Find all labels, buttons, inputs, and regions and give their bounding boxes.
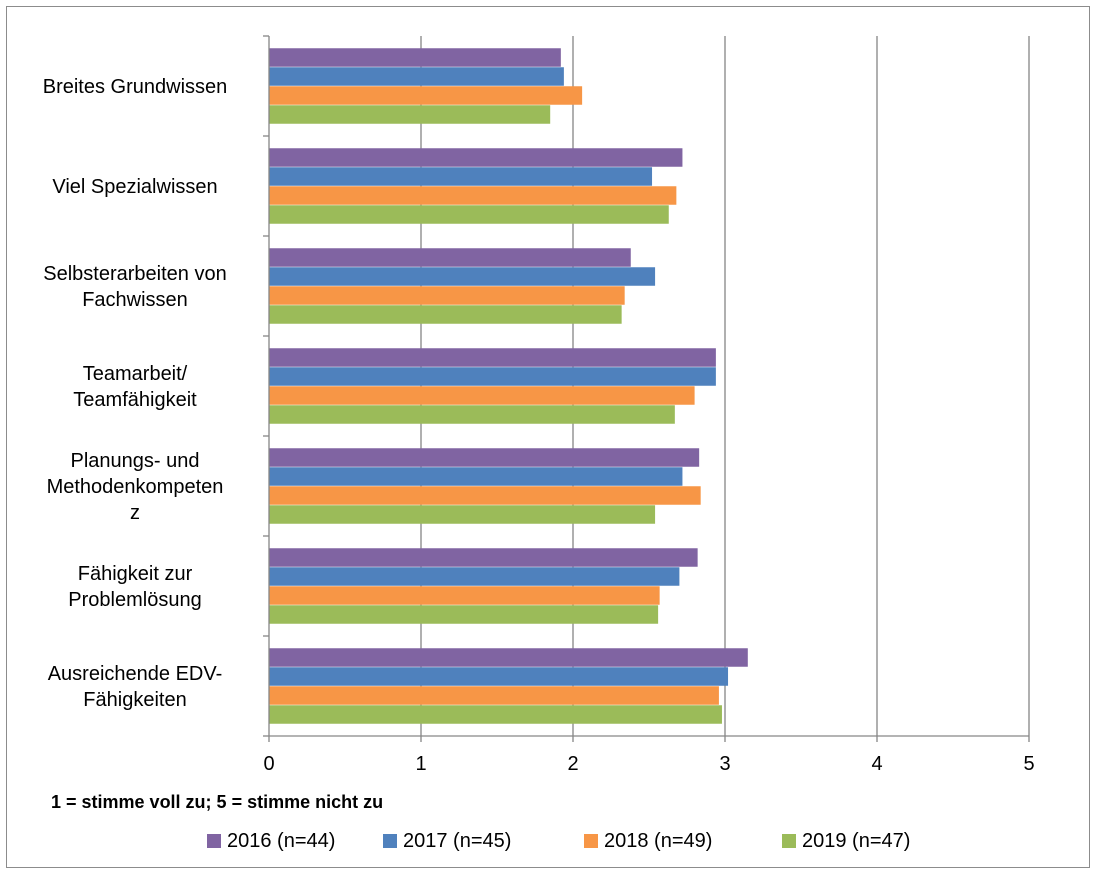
category-label-7-line-1: Ausreichende EDV-: [48, 663, 223, 685]
x-tick-label-0: 0: [263, 753, 274, 775]
bar-7-series-2: [269, 667, 729, 686]
legend-label-4: 2019 (n=47): [802, 830, 910, 852]
legend-swatch-1: [207, 834, 221, 848]
category-label-3: Selbsterarbeiten von Fachwissen: [43, 263, 226, 311]
scale-note: 1 = stimme voll zu; 5 = stimme nicht zu: [51, 792, 383, 812]
chart-frame: Breites Grundwissen Viel Spezialwissen Sel…: [6, 6, 1090, 868]
category-label-7: Ausreichende EDV- Fähigkeiten: [48, 663, 223, 711]
category-label-2-line-1: Viel Spezialwissen: [52, 176, 217, 198]
bar-7-series-1: [269, 648, 748, 667]
category-label-6-line-1: Fähigkeit zur: [78, 563, 193, 585]
bar-2-series-3: [269, 186, 677, 205]
bar-4-series-4: [269, 405, 675, 424]
bar-4-series-3: [269, 386, 695, 405]
category-label-6-line-2: Problemlösung: [68, 589, 201, 611]
category-label-2: Viel Spezialwissen: [52, 176, 217, 198]
bar-5-series-3: [269, 486, 701, 505]
bar-3-series-2: [269, 267, 656, 286]
bar-4-series-1: [269, 348, 716, 367]
legend-swatch-3: [584, 834, 598, 848]
bar-3-series-3: [269, 286, 625, 305]
x-tick-labels: 0 1 2 3 4 5: [263, 753, 1034, 775]
bar-1-series-3: [269, 86, 583, 105]
bar-5-series-1: [269, 448, 700, 467]
bar-7-series-3: [269, 686, 719, 705]
legend-swatch-2: [383, 834, 397, 848]
category-label-1: Breites Grundwissen: [43, 76, 228, 98]
bar-6-series-1: [269, 548, 698, 567]
bars: [269, 48, 748, 724]
bar-2-series-2: [269, 167, 653, 186]
legend-label-3: 2018 (n=49): [604, 830, 712, 852]
category-label-4-line-2: Teamfähigkeit: [73, 389, 197, 411]
legend-label-2: 2017 (n=45): [403, 830, 511, 852]
category-label-5-line-2: Methodenkompeten: [47, 476, 224, 498]
category-label-4-line-1: Teamarbeit/: [83, 363, 188, 385]
category-label-5-line-1: Planungs- und: [71, 450, 200, 472]
bar-3-series-1: [269, 248, 631, 267]
bar-6-series-3: [269, 586, 660, 605]
bar-5-series-4: [269, 505, 656, 524]
bar-2-series-4: [269, 205, 669, 224]
x-tick-label-2: 2: [567, 753, 578, 775]
category-label-7-line-2: Fähigkeiten: [83, 689, 186, 711]
category-label-4: Teamarbeit/Teamfähigkeit: [73, 363, 197, 411]
category-label-3-line-2: Fachwissen: [82, 289, 188, 311]
bar-7-series-4: [269, 705, 722, 724]
bar-chart: Breites Grundwissen Viel Spezialwissen Sel…: [43, 35, 1035, 852]
bar-1-series-4: [269, 105, 551, 124]
bar-1-series-2: [269, 67, 564, 86]
x-tick-label-5: 5: [1023, 753, 1034, 775]
category-label-1-line-1: Breites Grundwissen: [43, 76, 228, 98]
category-label-5: Planungs- und Methodenkompeten z: [47, 450, 224, 524]
bar-4-series-2: [269, 367, 716, 386]
category-label-6: Fähigkeit zur Problemlösung: [68, 563, 201, 611]
bar-6-series-4: [269, 605, 659, 624]
legend-swatch-4: [782, 834, 796, 848]
x-tick-label-3: 3: [719, 753, 730, 775]
legend: 2016 (n=44) 2017 (n=45) 2018 (n=49) 2019 (n…: [207, 830, 910, 852]
bar-5-series-2: [269, 467, 683, 486]
bar-1-series-1: [269, 48, 561, 67]
x-tick-label-1: 1: [415, 753, 426, 775]
legend-label-1: 2016 (n=44): [227, 830, 335, 852]
category-label-5-line-3: z: [130, 502, 140, 524]
x-tick-label-4: 4: [871, 753, 882, 775]
bar-2-series-1: [269, 148, 683, 167]
category-labels: Breites Grundwissen Viel Spezialwissen Sel…: [43, 76, 228, 711]
axes: [263, 35, 1030, 742]
category-label-3-line-1: Selbsterarbeiten von: [43, 263, 226, 285]
gridlines: [420, 36, 1030, 736]
bar-3-series-4: [269, 305, 622, 324]
bar-6-series-2: [269, 567, 680, 586]
